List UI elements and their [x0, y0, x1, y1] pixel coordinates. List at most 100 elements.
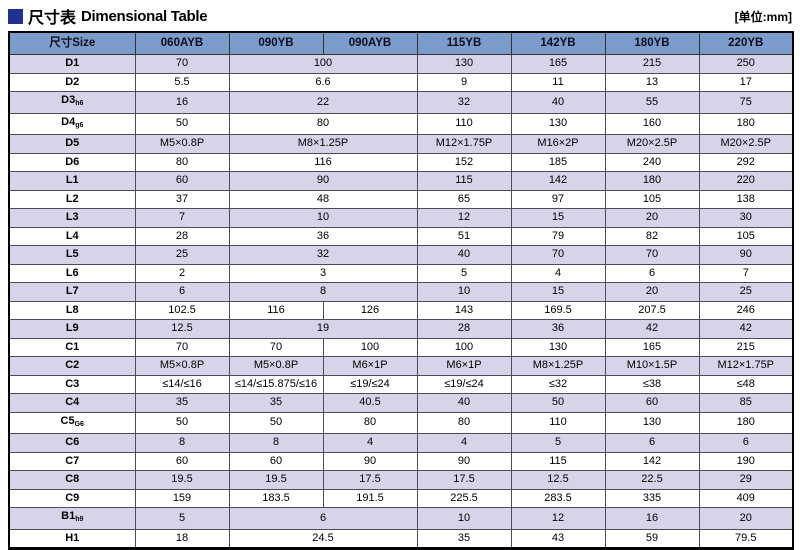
value-cell: 32 [416, 91, 512, 114]
table-row: C4 35 35 40.5 40 50 60 85 [8, 393, 794, 413]
value-cell: 90 [322, 451, 418, 471]
row-label: L4 [8, 226, 136, 246]
value-cell: 10 [416, 282, 512, 302]
value-cell: 6.6 [228, 72, 418, 92]
size-column-header: 尺寸Size [8, 31, 136, 55]
table-row: C3 ≤14/≤16 ≤14/≤15.875/≤16 ≤19/≤24 ≤19/≤24 ≤3… [8, 374, 794, 394]
page-header: 尺寸表 Dimensional Table [单位:mm] [0, 0, 800, 27]
value-cell: 159 [134, 488, 230, 508]
value-cell: 2 [134, 263, 230, 283]
value-cell: 32 [228, 245, 418, 265]
value-cell: 22 [228, 91, 418, 114]
title-square-icon [8, 8, 23, 24]
value-cell: 105 [698, 226, 794, 246]
value-cell: 48 [228, 189, 418, 209]
value-cell: 12.5 [134, 319, 230, 339]
value-cell: 130 [416, 54, 512, 74]
value-cell: 115 [510, 451, 606, 471]
value-cell: M10×1.5P [604, 356, 700, 376]
value-cell: 82 [604, 226, 700, 246]
value-cell: 19.5 [228, 470, 324, 490]
dimensional-table: 尺寸Size 060AYB 090YB 090AYB 115YB 142YB 180YB 22… [8, 31, 794, 550]
row-label: D1 [8, 54, 136, 74]
value-cell: 43 [510, 528, 606, 549]
value-cell: 5.5 [134, 72, 230, 92]
value-cell: 40 [416, 245, 512, 265]
value-cell: 50 [134, 411, 230, 434]
value-cell: 409 [698, 488, 794, 508]
value-cell: 25 [698, 282, 794, 302]
row-label: C9 [8, 488, 136, 508]
row-label: B1h9 [8, 507, 136, 530]
row-label: H1 [8, 528, 136, 549]
value-cell: 4 [416, 433, 512, 453]
value-cell: 116 [228, 300, 324, 320]
value-cell: 19 [228, 319, 418, 339]
table-row: D4g6 50 80 110 130 160 180 [8, 112, 794, 135]
value-cell: 19.5 [134, 470, 230, 490]
value-cell: 116 [228, 152, 418, 172]
value-cell: 220 [698, 171, 794, 191]
value-cell: 142 [510, 171, 606, 191]
unit-label: [单位:mm] [734, 9, 792, 24]
value-cell: 12 [510, 507, 606, 530]
page-title-en: Dimensional Table [81, 7, 208, 25]
value-cell: 191.5 [322, 488, 418, 508]
model-column-header: 180YB [604, 31, 700, 55]
value-cell: 79.5 [698, 528, 794, 549]
table-row: D5 M5×0.8P M8×1.25P M12×1.75P M16×2P M20×2.5P… [8, 134, 794, 154]
model-column-header: 090YB [228, 31, 324, 55]
table-row: C9 159 183.5 191.5 225.5 283.5 335 409 [8, 488, 794, 508]
value-cell: 207.5 [604, 300, 700, 320]
model-column-header: 090AYB [322, 31, 418, 55]
table-row: C7 60 60 90 90 115 142 190 [8, 451, 794, 471]
row-label: C7 [8, 451, 136, 471]
value-cell: 185 [510, 152, 606, 172]
row-label: D5 [8, 134, 136, 154]
value-cell: 36 [228, 226, 418, 246]
row-label: C3 [8, 374, 136, 394]
value-cell: 12.5 [510, 470, 606, 490]
table-row: C1 70 70 100 100 130 165 215 [8, 337, 794, 357]
value-cell: 6 [134, 282, 230, 302]
value-cell: 18 [134, 528, 230, 549]
value-cell: M12×1.75P [416, 134, 512, 154]
row-label: C5G6 [8, 411, 136, 434]
tolerance-subscript: h6 [75, 100, 84, 107]
table-head: 尺寸Size 060AYB 090YB 090AYB 115YB 142YB 180YB 22… [8, 31, 794, 55]
value-cell: 138 [698, 189, 794, 209]
value-cell: 183.5 [228, 488, 324, 508]
value-cell: M5×0.8P [134, 356, 230, 376]
row-label: L2 [8, 189, 136, 209]
value-cell: 6 [698, 433, 794, 453]
table-row: C5G6 50 50 80 80 110 130 180 [8, 411, 794, 434]
value-cell: 51 [416, 226, 512, 246]
header-row: 尺寸Size 060AYB 090YB 090AYB 115YB 142YB 180YB 22… [8, 31, 794, 55]
value-cell: 40 [416, 393, 512, 413]
model-column-header: 060AYB [134, 31, 230, 55]
value-cell: 6 [604, 433, 700, 453]
value-cell: 80 [416, 411, 512, 434]
value-cell: 169.5 [510, 300, 606, 320]
tolerance-subscript: g6 [75, 121, 84, 129]
value-cell: 246 [698, 300, 794, 320]
value-cell: 126 [322, 300, 418, 320]
table-row: D3h6 16 22 32 40 55 75 [8, 91, 794, 114]
value-cell: 60 [228, 451, 324, 471]
value-cell: 100 [228, 54, 418, 74]
value-cell: 70 [134, 337, 230, 357]
row-label: L6 [8, 263, 136, 283]
value-cell: 102.5 [134, 300, 230, 320]
value-cell: 4 [510, 263, 606, 283]
value-cell: M6×1P [322, 356, 418, 376]
table-row: D6 80 116 152 185 240 292 [8, 152, 794, 172]
value-cell: 9 [416, 72, 512, 92]
model-column-header: 220YB [698, 31, 794, 55]
value-cell: ≤14/≤16 [134, 374, 230, 394]
value-cell: M20×2.5P [698, 134, 794, 154]
value-cell: 22.5 [604, 470, 700, 490]
model-column-header: 115YB [416, 31, 512, 55]
value-cell: 130 [604, 411, 700, 434]
value-cell: 8 [134, 433, 230, 453]
value-cell: 20 [698, 507, 794, 530]
